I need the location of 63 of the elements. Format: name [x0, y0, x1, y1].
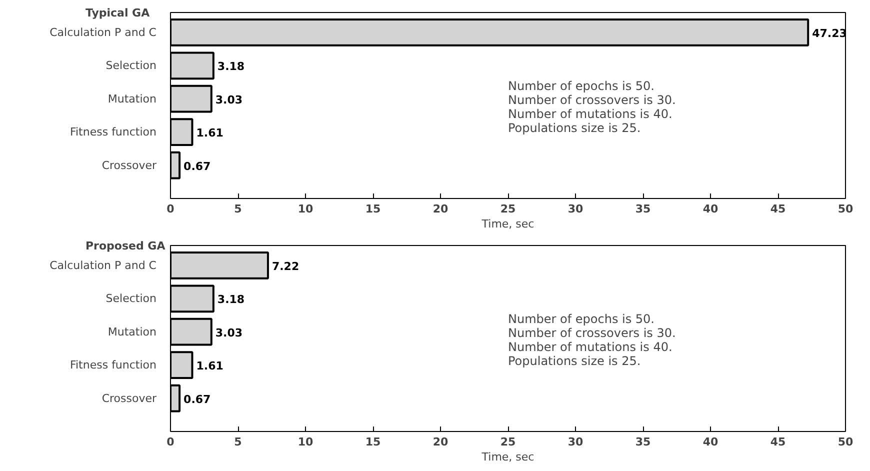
x-tick-label: 15: [365, 202, 381, 216]
y-tick-label: Selection: [106, 59, 157, 72]
x-tick-label: 25: [500, 436, 516, 448]
x-tick-label: 30: [568, 202, 584, 216]
bar: [170, 118, 194, 146]
data-label: 0.67: [184, 392, 211, 406]
x-tick-label: 40: [702, 202, 718, 216]
x-tick-label: 10: [298, 202, 314, 216]
y-tick-label: Fitness function: [70, 126, 157, 139]
data-label: 1.61: [196, 126, 224, 140]
annotation: Populations size is 25.: [508, 120, 641, 135]
bar: [170, 151, 181, 180]
x-axis-title: Time, sec: [480, 218, 534, 230]
y-tick-label: Crossover: [102, 158, 157, 172]
x-tick-label: 20: [432, 202, 448, 216]
x-tick-label: 50: [838, 202, 854, 216]
x-tick-label: 5: [234, 436, 242, 448]
annotation: Number of mutations is 40.: [508, 106, 672, 121]
annotation: Number of epochs is 50.: [508, 312, 654, 326]
y-tick-label: Fitness function: [70, 358, 157, 372]
bar: [170, 284, 214, 313]
data-label: 3.18: [217, 60, 245, 74]
y-tick-label: Mutation: [108, 325, 157, 338]
bar: [170, 18, 810, 46]
annotation: Number of mutations is 40.: [508, 340, 672, 354]
chart-title: Proposed GA: [86, 240, 166, 252]
y-tick-label: Calculation P and C: [50, 26, 157, 39]
x-tick-label: 45: [770, 202, 786, 216]
y-tick-label: Calculation P and C: [50, 258, 157, 272]
x-tick-label: 0: [166, 436, 175, 448]
data-label: 3.03: [215, 326, 243, 340]
x-tick-label: 0: [166, 202, 175, 216]
bar: [170, 384, 181, 412]
annotation: Number of epochs is 50.: [508, 78, 654, 93]
data-label: 1.61: [196, 360, 224, 373]
x-tick-label: 30: [568, 436, 584, 448]
y-tick-label: Mutation: [108, 92, 157, 106]
x-tick-label: 45: [770, 436, 786, 448]
x-axis-title: Time, sec: [480, 450, 534, 464]
bar: [170, 318, 212, 346]
bar: [170, 351, 194, 380]
data-label: 0.67: [184, 160, 211, 173]
bar: [170, 84, 212, 113]
x-tick-label: 50: [838, 436, 854, 448]
x-tick-label: 10: [298, 436, 314, 448]
annotation: Populations size is 25.: [508, 354, 641, 368]
x-tick-label: 20: [432, 436, 448, 448]
x-tick-label: 35: [635, 436, 651, 448]
x-tick-label: 25: [500, 202, 516, 216]
chart-title: Typical GA: [86, 6, 150, 20]
data-label: 3.18: [217, 293, 245, 306]
x-tick-label: 5: [234, 202, 242, 216]
data-label: 7.22: [272, 260, 300, 273]
bar: [170, 251, 269, 280]
x-tick-label: 15: [365, 436, 381, 448]
y-tick-label: Selection: [106, 292, 157, 306]
annotation: Number of crossovers is 30.: [508, 326, 676, 340]
bar: [170, 52, 214, 80]
x-tick-label: 40: [702, 436, 718, 448]
x-tick-label: 35: [635, 202, 651, 216]
data-label: 3.03: [215, 93, 243, 106]
y-tick-label: Crossover: [102, 392, 157, 405]
annotation: Number of crossovers is 30.: [508, 92, 676, 107]
